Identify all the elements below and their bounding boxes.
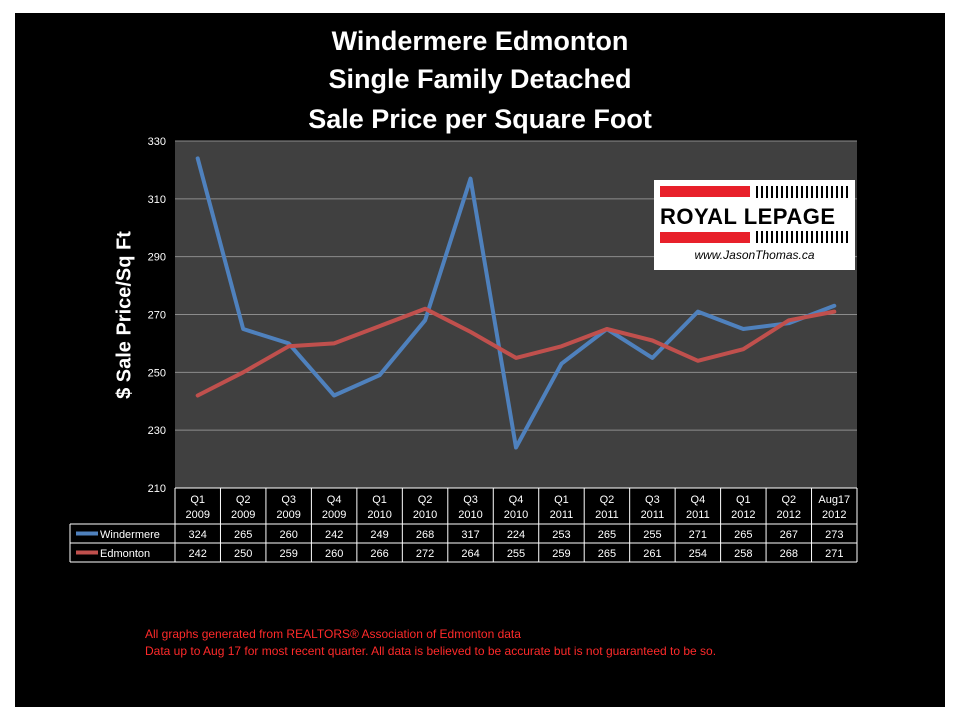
x-tick-label: Q4: [509, 494, 524, 506]
data-table-value: 324: [189, 529, 207, 541]
x-tick-label: Q2: [236, 494, 251, 506]
data-table-value: 272: [416, 548, 434, 560]
x-tick-label: 2012: [822, 509, 846, 521]
data-table-value: 242: [325, 529, 343, 541]
x-tick-label: Q2: [781, 494, 796, 506]
data-table-value: 265: [234, 529, 252, 541]
series-line-windermere: [195, 156, 837, 450]
data-table-value: 249: [370, 529, 388, 541]
x-tick-label: 2009: [185, 509, 209, 521]
logo-stripes: [756, 231, 848, 243]
data-table-value: 260: [325, 548, 343, 560]
logo-stripes: [756, 186, 848, 198]
x-tick-label: 2012: [731, 509, 755, 521]
x-tick-label: Q2: [600, 494, 615, 506]
data-table-value: 264: [461, 548, 479, 560]
data-table-value: 271: [689, 529, 707, 541]
data-table-value: 268: [416, 529, 434, 541]
data-table-value: 261: [643, 548, 661, 560]
x-tick-label: 2011: [686, 509, 710, 521]
x-tick-label: Q4: [327, 494, 342, 506]
logo-website: www.JasonThomas.ca: [694, 248, 815, 262]
x-tick-label: 2010: [413, 509, 437, 521]
data-table-value: 266: [370, 548, 388, 560]
logo-red-bar: [660, 186, 750, 197]
data-table-value: 254: [689, 548, 707, 560]
data-table-value: 259: [279, 548, 297, 560]
y-tick-label: 270: [148, 310, 166, 322]
x-tick-label: Q1: [190, 494, 205, 506]
x-tick-label: Q1: [736, 494, 751, 506]
y-tick-label: 310: [148, 194, 166, 206]
data-table-value: 265: [598, 548, 616, 560]
x-tick-label: Q3: [463, 494, 478, 506]
logo-red-bar: [660, 232, 750, 243]
logo-wordmark: ROYAL LEPAGE: [660, 204, 836, 229]
data-table-value: 267: [780, 529, 798, 541]
x-tick-label: Q3: [645, 494, 660, 506]
data-table-value: 255: [643, 529, 661, 541]
data-table-value: 255: [507, 548, 525, 560]
chart-title-line-2: Single Family Detached: [328, 64, 632, 94]
legend-label: Windermere: [100, 529, 160, 541]
y-tick-label: 290: [148, 252, 166, 264]
y-tick-label: 250: [148, 367, 166, 379]
data-table-value: 317: [461, 529, 479, 541]
y-tick-label: 230: [148, 425, 166, 437]
series-line-edmonton: [195, 306, 837, 398]
x-tick-label: 2010: [367, 509, 391, 521]
x-tick-label: Q2: [418, 494, 433, 506]
x-tick-label: 2011: [641, 509, 665, 521]
footnote-disclaimer: Data up to Aug 17 for most recent quarte…: [145, 644, 717, 658]
data-table-value: 273: [825, 529, 843, 541]
x-tick-label: 2011: [595, 509, 619, 521]
data-table-value: 265: [598, 529, 616, 541]
x-tick-label: Q1: [372, 494, 387, 506]
x-tick-label: Q1: [554, 494, 569, 506]
data-table-value: 258: [734, 548, 752, 560]
x-tick-label: Q3: [281, 494, 296, 506]
x-tick-label: 2009: [276, 509, 300, 521]
y-tick-label: 210: [148, 483, 166, 495]
data-table-value: 242: [189, 548, 207, 560]
data-table-value: 250: [234, 548, 252, 560]
data-table-value: 253: [552, 529, 570, 541]
x-tick-label: 2010: [458, 509, 482, 521]
chart-title-line-1: Windermere Edmonton: [331, 26, 629, 56]
y-tick-label: 330: [148, 136, 166, 148]
x-tick-label: Q4: [691, 494, 706, 506]
x-tick-label: Aug17: [818, 494, 850, 506]
royal-lepage-logo: ROYAL LEPAGE www.JasonThomas.ca: [654, 180, 855, 270]
data-table-value: 259: [552, 548, 570, 560]
data-table-value: 268: [780, 548, 798, 560]
data-table-value: 265: [734, 529, 752, 541]
chart-title-line-3: Sale Price per Square Foot: [308, 104, 652, 134]
data-table-value: 271: [825, 548, 843, 560]
y-axis-label: $ Sale Price/Sq Ft: [113, 231, 136, 399]
x-tick-label: 2012: [777, 509, 801, 521]
data-table-value: 224: [507, 529, 525, 541]
x-tick-label: 2011: [550, 509, 574, 521]
data-table-value: 260: [279, 529, 297, 541]
x-tick-label: 2010: [504, 509, 528, 521]
x-tick-label: 2009: [231, 509, 255, 521]
legend-label: Edmonton: [100, 548, 150, 560]
x-tick-label: 2009: [322, 509, 346, 521]
footnote-source: All graphs generated from REALTORS® Asso…: [145, 627, 521, 641]
